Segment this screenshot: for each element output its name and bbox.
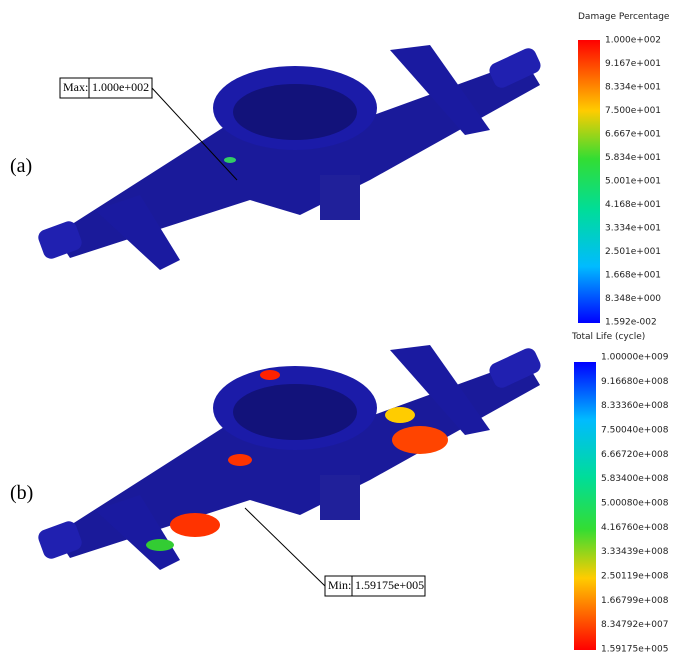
panel-label: (b) xyxy=(10,482,33,504)
legend-tick-label: 1.59175e+005 xyxy=(601,645,668,655)
color-bar xyxy=(574,362,596,650)
hotspot xyxy=(170,513,220,537)
callout-key: Max: xyxy=(63,80,88,94)
panel-b-model xyxy=(36,345,543,570)
legend-tick-label: 2.50119e+008 xyxy=(601,572,669,582)
panel-label: (a) xyxy=(10,155,32,177)
legend-title: Total Life (cycle) xyxy=(571,332,645,342)
legend-tick-label: 9.167e+001 xyxy=(605,59,661,69)
legend-tick-label: 6.66720e+008 xyxy=(601,450,669,460)
callout-line xyxy=(245,508,325,586)
callout-key: Min: xyxy=(328,578,351,592)
color-bar xyxy=(578,40,600,323)
legend-tick-label: 4.168e+001 xyxy=(605,200,661,210)
legend-tick-label: 5.00080e+008 xyxy=(601,499,669,509)
legend-tick-label: 1.000e+002 xyxy=(605,36,661,46)
figure: (a) Max: 1.000e+002 Damage Percentage (b… xyxy=(0,0,676,655)
legend-tick-label: 9.16680e+008 xyxy=(601,377,669,387)
legend-title: Damage Percentage xyxy=(578,12,670,22)
legend-tick-label: 2.501e+001 xyxy=(605,247,661,257)
legend-tick-label: 5.001e+001 xyxy=(605,177,661,187)
legend-tick-label: 1.668e+001 xyxy=(605,271,661,281)
hotspot xyxy=(260,370,280,380)
axle-model xyxy=(36,345,543,570)
legend-tick-label: 8.348e+000 xyxy=(605,294,661,304)
callout-value: 1.000e+002 xyxy=(92,80,149,94)
legend-tick-label: 8.334e+001 xyxy=(605,83,661,93)
legend-tick-label: 1.00000e+009 xyxy=(601,353,669,363)
callout-value: 1.59175e+005 xyxy=(355,578,424,592)
hotspot xyxy=(392,426,448,454)
legend-tick-label: 8.33360e+008 xyxy=(601,401,669,411)
hotspot xyxy=(228,454,252,466)
legend-tick-label: 1.592e-002 xyxy=(605,318,657,328)
legend-tick-label: 5.83400e+008 xyxy=(601,474,669,484)
legend-tick-label: 4.16760e+008 xyxy=(601,523,669,533)
legend-tick-label: 3.33439e+008 xyxy=(601,547,669,557)
legend-tick-label: 1.66799e+008 xyxy=(601,596,669,606)
hotspot xyxy=(146,539,174,551)
legend-tick-label: 7.500e+001 xyxy=(605,106,661,116)
hotspot xyxy=(385,407,415,423)
legend-tick-label: 8.34792e+007 xyxy=(601,620,668,630)
legend-tick-label: 3.334e+001 xyxy=(605,224,661,234)
legend-tick-label: 7.50040e+008 xyxy=(601,426,669,436)
hotspot xyxy=(224,157,236,163)
legend-tick-label: 6.667e+001 xyxy=(605,130,661,140)
legend-tick-label: 5.834e+001 xyxy=(605,153,661,163)
